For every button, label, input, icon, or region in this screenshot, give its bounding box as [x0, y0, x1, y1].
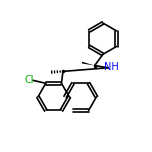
- Text: Cl: Cl: [25, 75, 34, 85]
- Polygon shape: [82, 62, 95, 66]
- Text: NH: NH: [104, 62, 119, 72]
